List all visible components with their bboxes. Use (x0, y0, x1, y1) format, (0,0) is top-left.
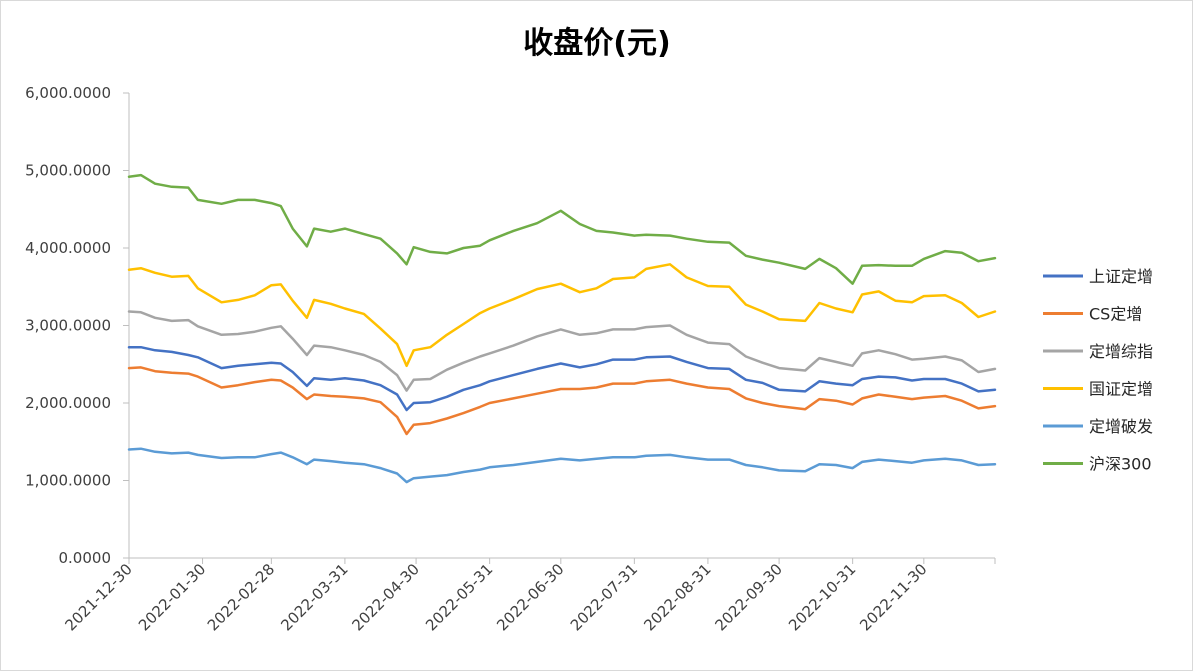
y-tick-label: 3,000.0000 (25, 317, 111, 335)
series-line-6 (127, 173, 997, 285)
x-tick-label: 2022-03-31 (277, 560, 351, 634)
series-line-2 (127, 366, 997, 436)
y-tick-label: 0.0000 (59, 549, 112, 567)
legend-label: 国证定增 (1089, 380, 1153, 399)
y-tick-label: 1,000.0000 (25, 472, 111, 490)
y-tick-label: 2,000.0000 (25, 394, 111, 412)
x-tick-label: 2022-09-30 (712, 560, 786, 634)
legend-label: 上证定增 (1089, 267, 1153, 286)
x-tick-label: 2021-12-30 (61, 560, 135, 634)
x-tick-label: 2022-11-30 (856, 560, 930, 634)
y-tick-label: 4,000.0000 (25, 239, 111, 257)
series-line-3 (127, 310, 997, 392)
y-tick-label: 5,000.0000 (25, 162, 111, 180)
x-tick-label: 2022-01-30 (135, 560, 209, 634)
x-tick-label: 2022-05-31 (422, 560, 496, 634)
y-axis: 0.0000 1,000.0000 2,000.0000 3,000.0000 4,00… (25, 84, 130, 567)
legend-label: 定增综指 (1089, 342, 1153, 361)
legend-label: 定增破发 (1089, 417, 1153, 436)
series-line-1 (127, 345, 997, 412)
series-line-5 (127, 447, 997, 484)
x-tick-label: 2022-02-28 (204, 560, 278, 634)
x-tick-label: 2022-04-30 (349, 560, 423, 634)
legend-label: CS定增 (1089, 305, 1142, 324)
series-line-4 (127, 263, 997, 368)
x-tick-label: 2022-10-31 (785, 560, 859, 634)
legend-label: 沪深300 (1089, 455, 1152, 474)
chart-title: 收盘价(元) (523, 26, 670, 61)
x-tick-label: 2022-06-30 (493, 560, 567, 634)
x-tick-label: 2022-08-31 (640, 560, 714, 634)
series-layer (127, 173, 997, 484)
x-tick-label: 2022-07-31 (567, 560, 641, 634)
y-tick-label: 6,000.0000 (25, 84, 111, 102)
